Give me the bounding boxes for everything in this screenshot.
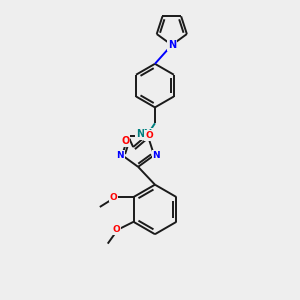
- Text: NH: NH: [136, 129, 152, 139]
- Text: O: O: [145, 131, 153, 140]
- Text: O: O: [110, 193, 118, 202]
- Text: N: N: [116, 151, 124, 160]
- Text: O: O: [113, 225, 121, 234]
- Text: O: O: [121, 136, 129, 146]
- Text: N: N: [152, 151, 160, 160]
- Text: N: N: [168, 40, 176, 50]
